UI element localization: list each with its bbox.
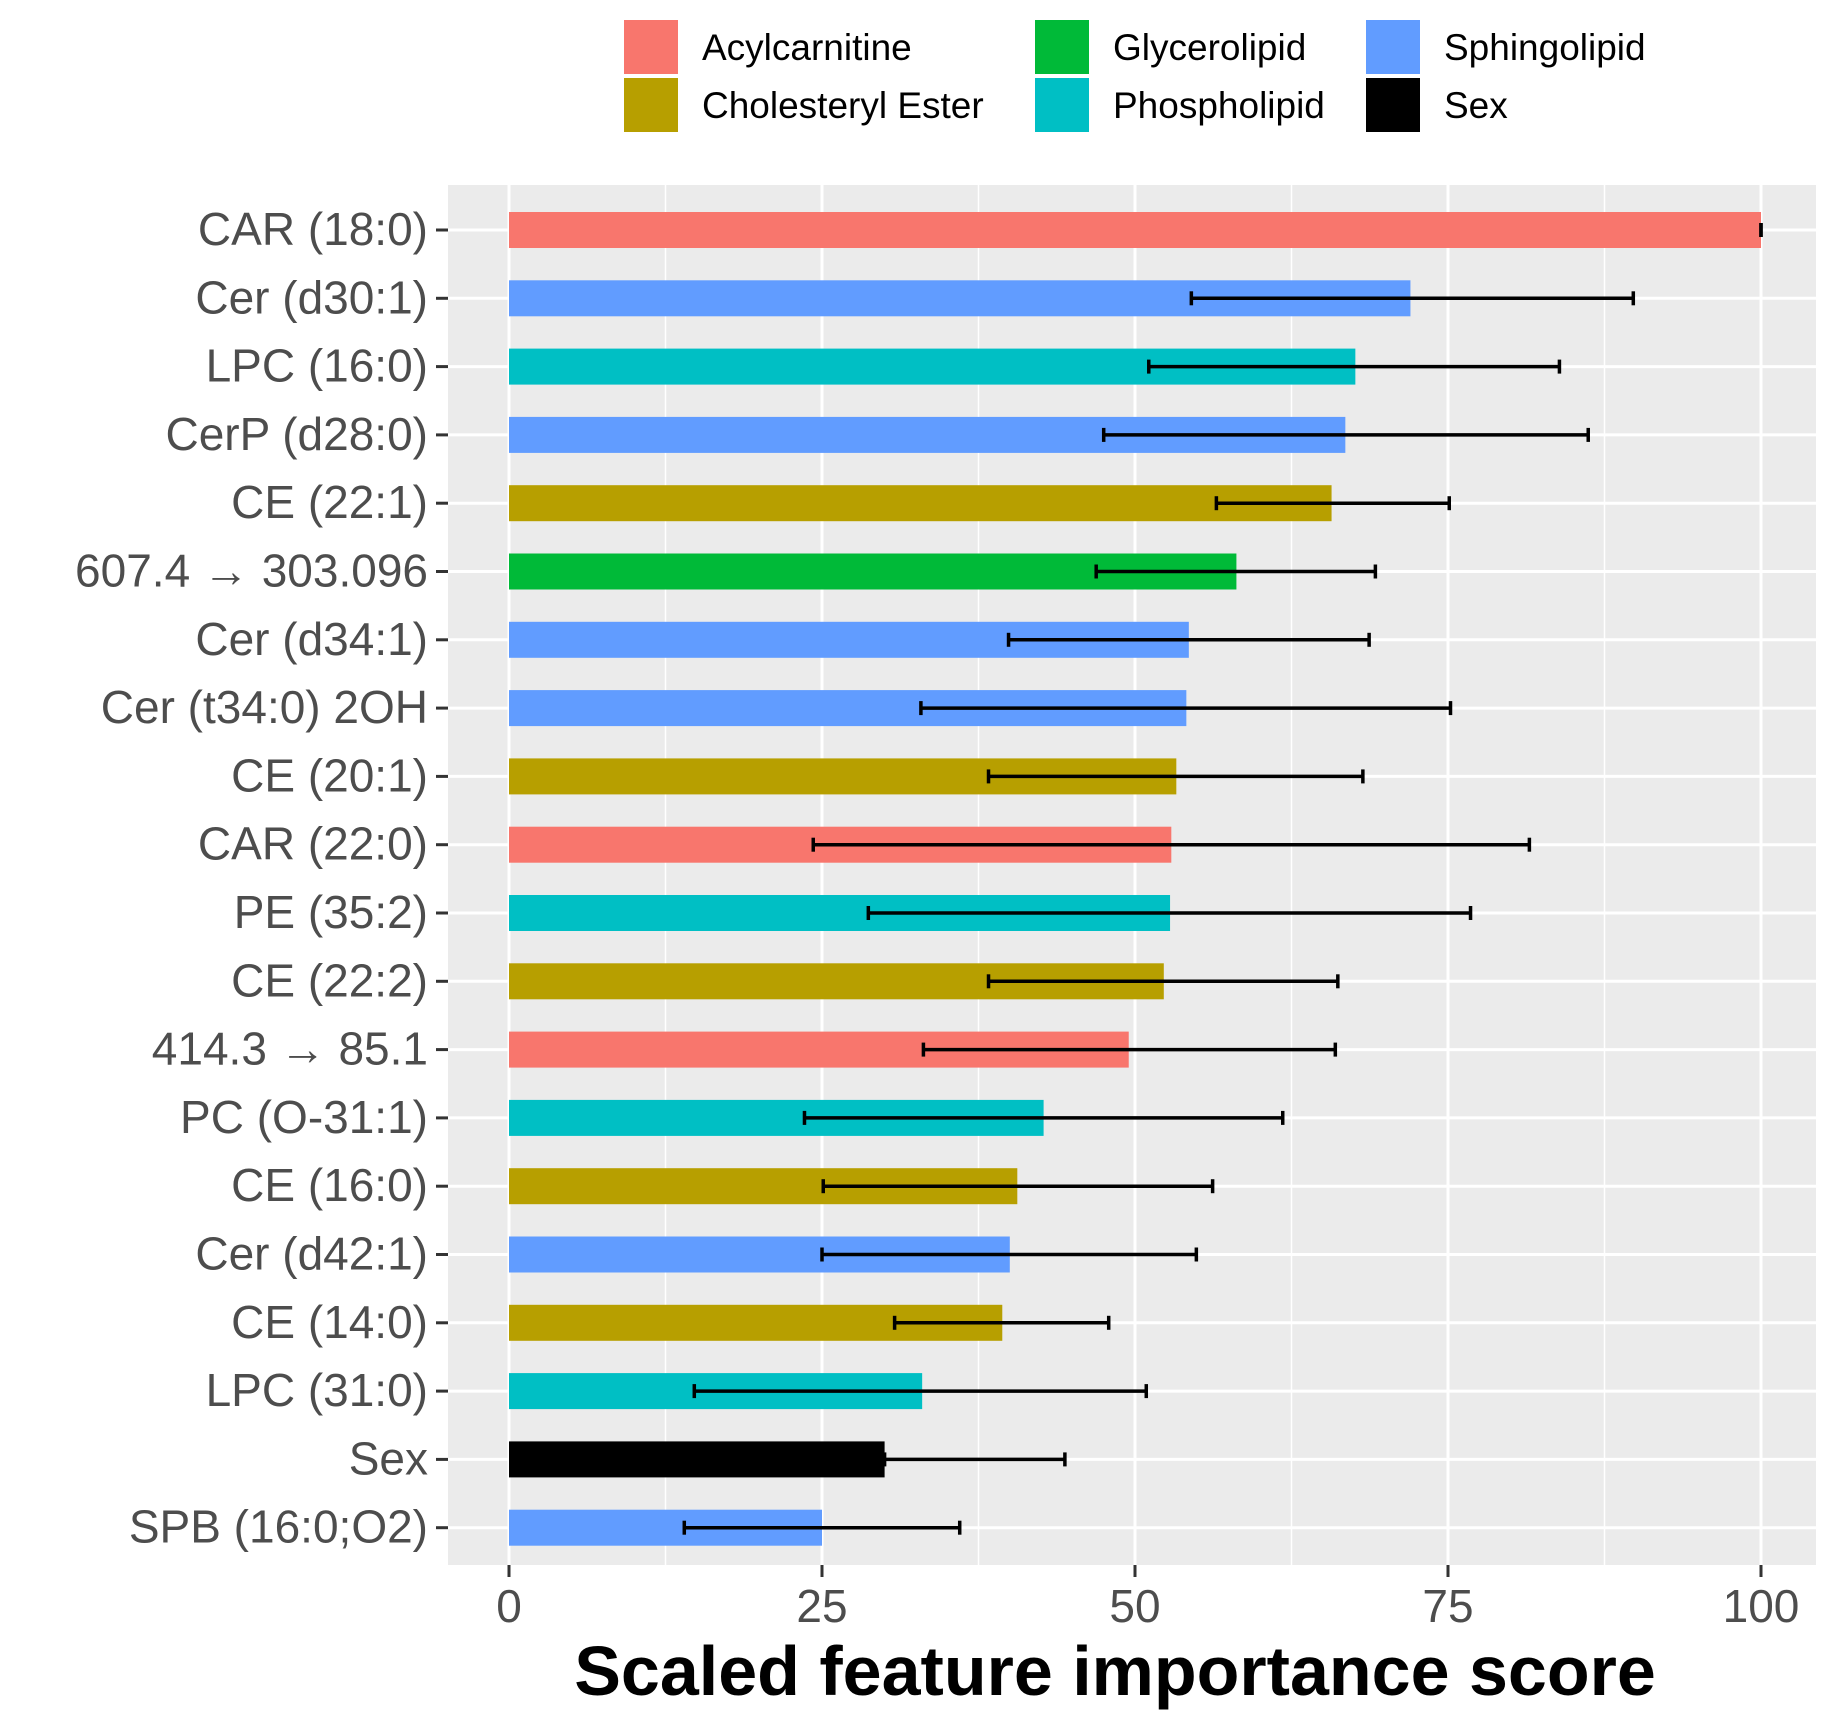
y-tick-label: PC (O-31:1) — [180, 1091, 428, 1143]
x-tick-label: 50 — [1109, 1580, 1160, 1632]
legend-swatch — [1035, 20, 1089, 74]
legend: Acylcarnitine Cholesteryl Ester Glycerolip… — [624, 20, 1646, 132]
y-tick-label: PE (35:2) — [234, 886, 428, 938]
bar — [509, 212, 1761, 248]
y-tick-label: Cer (d34:1) — [195, 613, 428, 665]
y-tick-label: Cer (d42:1) — [195, 1228, 428, 1280]
bars — [509, 212, 1761, 1546]
y-tick-label: Cer (t34:0) 2OH — [101, 681, 428, 733]
x-axis-title: Scaled feature importance score — [574, 1632, 1656, 1710]
bar — [509, 485, 1332, 522]
legend-label: Phospholipid — [1113, 85, 1325, 126]
y-tick-label: CE (22:1) — [231, 476, 428, 528]
legend-swatch — [1366, 20, 1420, 74]
y-axis: CAR (18:0) Cer (d30:1) LPC (16:0) CerP (d28… — [75, 203, 448, 1553]
legend-swatch — [1366, 78, 1420, 132]
error-bars — [682, 223, 1763, 1535]
y-tick-label: 414.3 → 85.1 — [152, 1023, 428, 1075]
legend-swatch — [1035, 78, 1089, 132]
y-tick-label: CAR (18:0) — [198, 203, 428, 255]
y-tick-label: CE (16:0) — [231, 1159, 428, 1211]
y-tick-label: CE (20:1) — [231, 749, 428, 801]
x-tick-label: 100 — [1723, 1580, 1800, 1632]
bar — [509, 1441, 885, 1478]
y-tick-label: Cer (d30:1) — [195, 271, 428, 323]
legend-swatch — [624, 78, 678, 132]
y-tick-label: CAR (22:0) — [198, 818, 428, 870]
x-tick-label: 0 — [496, 1580, 522, 1632]
x-tick-label: 25 — [796, 1580, 847, 1632]
legend-label: Cholesteryl Ester — [702, 85, 984, 126]
legend-label: Sphingolipid — [1444, 27, 1646, 68]
y-tick-label: CE (22:2) — [231, 954, 428, 1006]
y-tick-label: SPB (16:0;O2) — [129, 1501, 428, 1553]
legend-swatch — [624, 20, 678, 74]
x-tick-label: 75 — [1422, 1580, 1473, 1632]
legend-label: Sex — [1444, 85, 1508, 126]
legend-label: Glycerolipid — [1113, 27, 1306, 68]
legend-label: Acylcarnitine — [702, 27, 912, 68]
y-tick-label: LPC (16:0) — [206, 340, 428, 392]
y-tick-label: CerP (d28:0) — [165, 408, 428, 460]
y-tick-label: Sex — [349, 1432, 428, 1484]
plot-panel — [448, 185, 1816, 1565]
x-axis: 0 25 50 75 100 — [496, 1565, 1799, 1632]
y-tick-label: 607.4 → 303.096 — [75, 545, 428, 597]
y-tick-label: CE (14:0) — [231, 1296, 428, 1348]
y-tick-label: LPC (31:0) — [206, 1364, 428, 1416]
